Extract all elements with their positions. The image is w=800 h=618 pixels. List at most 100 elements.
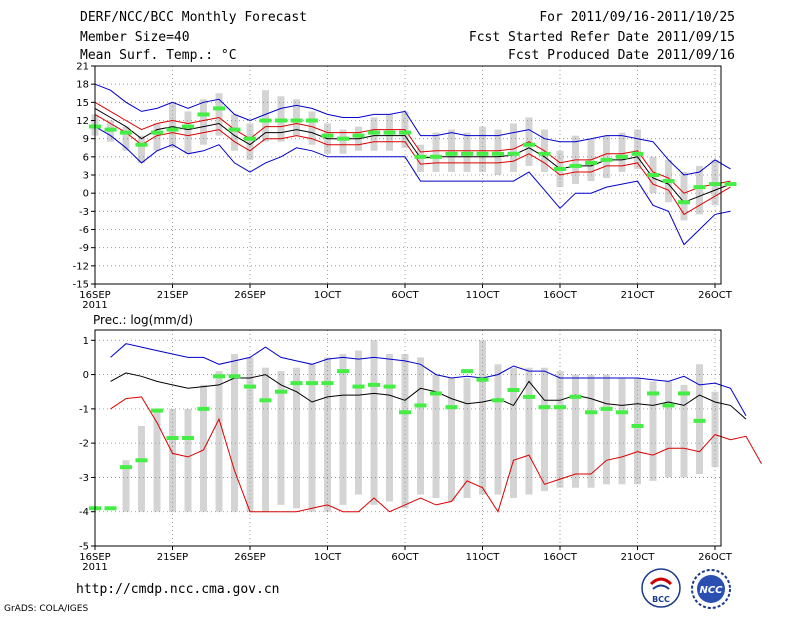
prec-range-box <box>370 340 378 505</box>
temp-observed-marker <box>631 151 644 156</box>
temp-observed-marker <box>461 151 473 156</box>
prec-range-box <box>339 354 347 505</box>
temp-observed-marker <box>120 130 132 135</box>
prec-range-box <box>494 364 502 495</box>
prec-observed-marker <box>275 389 287 394</box>
prec-range-box <box>417 357 424 495</box>
temp-range-box <box>339 129 347 154</box>
temp-observed-marker <box>709 182 721 187</box>
prec-x-tick-label: 16OCT <box>543 552 578 563</box>
temp-observed-marker <box>724 182 737 187</box>
prec-observed-marker <box>445 405 458 410</box>
temp-y-tick-label: 3 <box>83 171 89 182</box>
temp-observed-marker <box>523 142 535 147</box>
prec-x-tick-label: 26SEP <box>234 552 265 563</box>
prec-y-tick-label: 1 <box>83 336 89 347</box>
prec-observed-marker <box>693 418 706 423</box>
prec-observed-marker <box>507 388 520 392</box>
prec-x-tick-label: 6OCT <box>391 552 419 563</box>
temp-observed-marker <box>569 163 582 168</box>
temp-range-box <box>634 129 641 169</box>
temp-range-box <box>696 165 703 215</box>
ncc-logo: NCC <box>691 569 731 609</box>
prec-observed-marker <box>290 381 303 386</box>
prec-range-box <box>711 391 719 468</box>
prec-observed-marker <box>538 405 551 410</box>
temp-observed-marker <box>399 130 411 135</box>
prec-observed-marker <box>399 410 411 415</box>
temp-y-tick-label: -6 <box>79 225 89 236</box>
chart-title: DERF/NCC/BCC Monthly Forecast <box>80 10 307 25</box>
prec-observed-marker <box>414 403 427 408</box>
forecast-period: For 2011/09/16-2011/10/25 <box>539 10 735 25</box>
prec-range-box <box>153 408 161 512</box>
prec-observed-marker <box>197 406 210 411</box>
prec-observed-marker <box>120 465 132 470</box>
temp-range-box <box>603 135 610 179</box>
prec-observed-marker <box>569 394 582 399</box>
prec-observed-marker <box>600 406 613 411</box>
temp-observed-marker <box>306 118 318 123</box>
temp-x-tick-label: 21SEP <box>157 290 188 301</box>
source-url[interactable]: http://cmdp.ncc.cma.gov.cn <box>76 582 280 597</box>
prec-range-box <box>386 354 393 502</box>
temp-x-tick-label: 6OCT <box>391 290 419 301</box>
temp-observed-marker <box>197 112 210 117</box>
temp-y-tick-label: 21 <box>76 62 89 73</box>
prec-range-box <box>200 384 207 512</box>
prec-observed-marker <box>213 374 225 379</box>
temp-observed-marker <box>166 127 179 132</box>
prec-range-box <box>618 378 626 485</box>
prec-range-box <box>665 381 672 478</box>
prec-observed-marker <box>151 408 163 413</box>
prec-range-box <box>293 367 300 509</box>
prec-range-box <box>448 378 455 502</box>
temp-observed-marker <box>554 166 566 171</box>
prec-range-box <box>463 378 471 498</box>
temp-x-tick-label: 21OCT <box>621 290 656 301</box>
temp-range-box <box>293 99 300 136</box>
temp-observed-marker <box>368 130 380 135</box>
prec-observed-marker <box>259 398 272 403</box>
prec-range-box <box>401 354 409 509</box>
prec-x-tick-label: 11OCT <box>466 552 501 563</box>
prec-observed-marker <box>492 398 504 403</box>
temp-observed-marker <box>507 151 520 156</box>
prec-range-box <box>479 340 486 495</box>
prec-range-box <box>525 367 533 495</box>
temp-observed-marker <box>600 157 613 162</box>
prec-observed-marker <box>182 436 194 440</box>
prec-y-tick-label: -5 <box>79 542 89 553</box>
temp-x-tick-label: 26SEP <box>234 290 265 301</box>
prec-observed-marker <box>585 410 597 415</box>
temp-observed-marker <box>693 185 706 190</box>
produced-date: Fcst Produced Date 2011/09/16 <box>508 48 735 63</box>
temp-observed-marker <box>445 151 458 156</box>
temp-observed-marker <box>337 136 349 141</box>
temp-range-box <box>680 171 688 221</box>
prec-x-tick-label: 1OCT <box>314 552 342 563</box>
temp-range-box <box>169 102 176 148</box>
temp-observed-marker <box>383 130 396 135</box>
temp-observed-marker <box>275 118 287 123</box>
prec-range-box <box>432 374 440 498</box>
prec-observed-marker <box>166 436 179 440</box>
prec-ensemble-mean-line <box>110 372 747 420</box>
prec-y-tick-label: -2 <box>79 439 89 450</box>
prec-range-box <box>603 374 610 485</box>
prec-observed-marker <box>104 506 117 511</box>
variable-label: Mean Surf. Temp.: °C <box>80 48 237 63</box>
temp-range-box <box>479 126 486 172</box>
prec-range-box <box>277 371 285 505</box>
prec-observed-marker <box>554 405 566 410</box>
temp-y-tick-label: 12 <box>76 116 89 127</box>
temp-ensemble-mean-line <box>94 107 731 203</box>
prec-range-box <box>355 350 362 495</box>
prec-observed-marker <box>662 403 675 408</box>
temp-x-tick-label: 1OCT <box>314 290 342 301</box>
temp-x-tick-label: 16SEP <box>79 290 110 301</box>
temp-y-tick-label: -9 <box>79 243 89 254</box>
prec-range-box <box>138 426 145 512</box>
